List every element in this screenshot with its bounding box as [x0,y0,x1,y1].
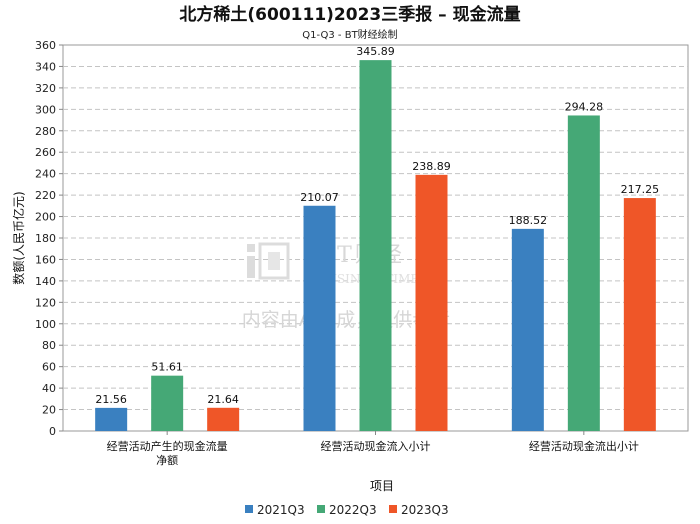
data-labels: 21.56 51.61 21.64 210.07 345.89 238.89 188.52 2… [95,45,659,406]
data-label: 238.89 [412,160,451,173]
y-axis: 0 20 40 60 80 100 120 140 160 180 200 220 240 260 280 3… [35,39,63,438]
y-tick-label: 320 [35,82,56,95]
watermark-logo-icon [247,242,290,280]
data-label: 217.25 [621,183,660,196]
bar-2022Q3-2 [567,115,600,432]
y-tick-label: 360 [35,39,56,52]
chart-subtitle: Q1-Q3 - BT财经绘制 [302,28,397,41]
data-label: 294.28 [565,100,604,113]
legend-swatch [389,505,397,513]
bar-2021Q3-0 [95,407,128,431]
legend-item-2023Q3: 2023Q3 [389,503,449,517]
chart-title: 北方稀土(600111)2023三季报 – 现金流量 [179,4,520,25]
bar-2022Q3-0 [151,375,184,431]
watermark-notice: 内容由AI生成，仅供参考 [242,309,451,331]
data-label: 188.52 [509,214,548,227]
bar-2023Q3-1 [415,174,448,432]
y-tick-label: 140 [35,275,56,288]
legend: 2021Q3 2022Q3 2023Q3 [245,503,449,517]
legend-label: 2021Q3 [257,503,305,517]
data-label: 51.61 [151,361,183,374]
legend-label: 2023Q3 [401,503,449,517]
bar-2021Q3-1 [303,205,336,431]
data-label: 210.07 [300,191,339,204]
y-tick-label: 120 [35,296,56,309]
x-tick-label: 净额 [156,453,178,467]
y-tick-label: 340 [35,60,56,73]
bar-2021Q3-2 [511,228,544,431]
bar-2022Q3-1 [359,60,392,431]
bar-2023Q3-2 [623,198,656,431]
x-tick-label: 经营活动现金流出小计 [529,439,639,453]
y-axis-title: 数额(人民币亿元) [11,191,26,284]
data-label: 21.56 [95,393,127,406]
y-tick-label: 200 [35,211,56,224]
y-tick-label: 60 [42,361,56,374]
x-tick-label: 经营活动现金流入小计 [321,439,431,453]
legend-swatch [317,505,325,513]
legend-item-2021Q3: 2021Q3 [245,503,305,517]
legend-label: 2022Q3 [329,503,377,517]
y-tick-label: 0 [49,425,56,438]
y-tick-label: 40 [42,382,56,395]
y-tick-label: 180 [35,232,56,245]
y-tick-label: 240 [35,168,56,181]
y-tick-label: 20 [42,404,56,417]
data-label: 345.89 [356,45,395,58]
y-tick-label: 260 [35,146,56,159]
y-tick-label: 220 [35,189,56,202]
y-tick-label: 160 [35,253,56,266]
y-tick-label: 280 [35,125,56,138]
y-tick-label: 80 [42,339,56,352]
x-axis-title: 项目 [370,479,394,493]
legend-item-2022Q3: 2022Q3 [317,503,377,517]
y-tick-label: 300 [35,103,56,116]
data-label: 21.64 [207,393,239,406]
y-tick-label: 100 [35,318,56,331]
x-tick-label: 经营活动产生的现金流量 [107,439,228,453]
bars [95,60,656,432]
bar-2023Q3-0 [207,407,240,431]
legend-swatch [245,505,253,513]
